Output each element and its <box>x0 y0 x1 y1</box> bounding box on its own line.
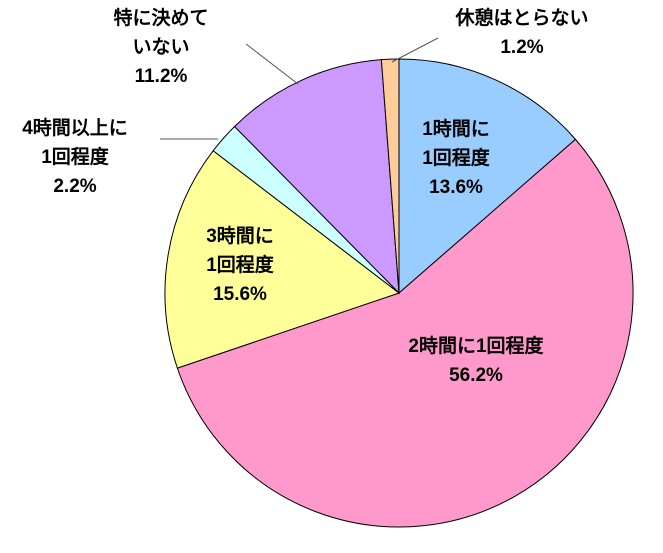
pie-slice-1 <box>398 58 577 295</box>
slice-label-4: 4時間以上に 1回程度 2.2% <box>22 117 128 197</box>
slice-category-label: 4時間以上に <box>22 117 128 139</box>
pie-slice-6 <box>380 58 400 294</box>
slice-label-5: 特に決めていない 11.2% <box>113 7 208 87</box>
pie-slices <box>164 58 634 528</box>
slice-category-label: 休憩はとらない <box>454 6 588 29</box>
slice-label-1: 1時間に 1回程度 13.6% <box>422 118 491 198</box>
leader-lines <box>160 37 439 140</box>
slice-category-label: 3時間に <box>206 225 274 247</box>
slice-labels: 1時間に 1回程度 13.6% 2時間に1回程度 56.2% 3時間に 1回程度 15.6% 4… <box>22 6 588 386</box>
leader-line-5 <box>245 43 299 85</box>
slice-category-label: 1回程度 <box>41 145 110 168</box>
slice-category-label: 1回程度 <box>422 146 491 169</box>
slice-category-label: 1回程度 <box>206 253 275 276</box>
slice-value-label: 15.6% <box>213 284 267 305</box>
slice-label-6: 休憩はとらない 1.2% <box>454 6 588 58</box>
slice-value-label: 2.2% <box>53 176 96 197</box>
slice-label-3: 3時間に 1回程度 15.6% <box>206 225 275 305</box>
slice-value-label: 11.2% <box>135 66 188 87</box>
slice-value-label: 56.2% <box>449 365 503 386</box>
slice-category-label: 特に決めて <box>113 7 208 29</box>
slice-label-2: 2時間に1回程度 56.2% <box>408 334 544 386</box>
slice-value-label: 1.2% <box>500 37 543 58</box>
pie-slice-3 <box>164 150 401 369</box>
slice-category-label: いない <box>132 36 189 58</box>
pie-slice-2 <box>176 138 634 528</box>
slice-value-label: 13.6% <box>429 177 483 198</box>
slice-category-label: 2時間に1回程度 <box>408 334 544 357</box>
slice-category-label: 1時間に <box>422 118 490 140</box>
leader-line-6 <box>391 37 439 63</box>
pie-slice-5 <box>233 59 400 295</box>
